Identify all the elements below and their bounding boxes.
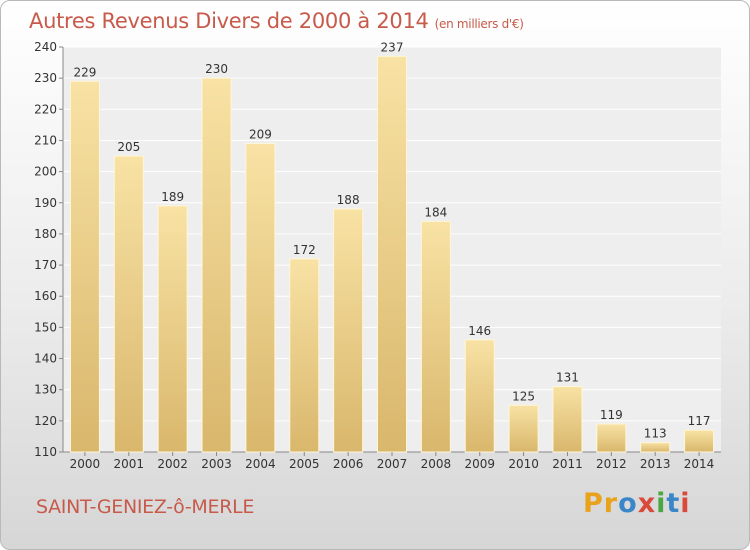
chart-unit: (en milliers d'€) [434, 17, 524, 31]
bar-2001 [113, 155, 144, 453]
y-tick-label: 130 [34, 383, 57, 397]
bar-2007 [377, 55, 407, 453]
y-tick-label: 230 [34, 71, 57, 85]
bar-2013 [640, 442, 671, 453]
y-tick-label: 120 [34, 414, 57, 428]
y-tick-label: 210 [34, 133, 57, 147]
x-tick-label-2003: 2003 [201, 457, 232, 471]
x-tick-label-2001: 2001 [114, 457, 145, 471]
bar-2005 [289, 258, 320, 453]
x-tick-label-2002: 2002 [157, 457, 188, 471]
data-label-2006: 188 [337, 193, 360, 207]
data-label-2009: 146 [468, 324, 491, 338]
data-label-2007: 237 [381, 40, 404, 54]
bar-2004 [245, 143, 276, 453]
y-tick-label: 180 [34, 227, 57, 241]
y-tick-label: 150 [34, 320, 57, 334]
bar-2011 [552, 386, 583, 453]
x-tick-label-2004: 2004 [245, 457, 276, 471]
logo-letter: i [656, 488, 667, 519]
y-tick-label: 200 [34, 165, 57, 179]
bar-2000 [69, 80, 100, 453]
data-label-2003: 230 [205, 62, 228, 76]
logo-letter: P [583, 488, 604, 519]
location-name: SAINT-GENIEZ-ô-MERLE [36, 496, 255, 518]
x-tick-label-2009: 2009 [464, 457, 495, 471]
data-label-2013: 113 [644, 427, 667, 441]
logo-letter: i [680, 488, 691, 519]
logo-letter: t [666, 488, 681, 519]
bar-2009 [464, 339, 495, 453]
data-label-2012: 119 [600, 408, 623, 422]
x-tick-label-2014: 2014 [684, 457, 715, 471]
x-tick-label-2012: 2012 [596, 457, 627, 471]
y-tick-label: 140 [34, 352, 57, 366]
bar-2003 [201, 77, 232, 453]
bar-2006 [333, 208, 364, 453]
bar-2012 [596, 423, 627, 453]
logo-letter: o [618, 488, 638, 519]
x-tick-label-2005: 2005 [289, 457, 320, 471]
data-label-2011: 131 [556, 371, 579, 385]
bar-2008 [420, 220, 451, 453]
data-label-2002: 189 [161, 190, 184, 204]
x-tick-label-2013: 2013 [640, 457, 671, 471]
chart-title: Autres Revenus Divers de 2000 à 2014 (en … [29, 9, 524, 33]
y-tick-label: 170 [34, 258, 57, 272]
x-tick-label-2008: 2008 [421, 457, 452, 471]
x-tick-label-2000: 2000 [70, 457, 101, 471]
bar-2010 [508, 404, 539, 453]
y-tick-label: 240 [34, 40, 57, 54]
x-tick-label-2007: 2007 [377, 457, 408, 471]
bar-2014 [684, 429, 715, 453]
chart-title-text: Autres Revenus Divers de 2000 à 2014 [29, 9, 429, 33]
y-tick-label: 190 [34, 196, 57, 210]
bar-2002 [157, 205, 188, 453]
proxiti-logo: Proxiti [583, 488, 691, 519]
data-label-2001: 205 [117, 140, 140, 154]
data-label-2000: 229 [73, 65, 96, 79]
x-tick-label-2011: 2011 [552, 457, 583, 471]
data-label-2005: 172 [293, 243, 316, 257]
y-tick-label: 110 [34, 445, 57, 459]
y-tick-label: 220 [34, 102, 57, 116]
x-tick-label-2010: 2010 [508, 457, 539, 471]
data-label-2004: 209 [249, 128, 272, 142]
data-label-2014: 117 [688, 414, 711, 428]
logo-letter: x [637, 488, 657, 519]
data-label-2008: 184 [424, 205, 447, 219]
logo-letter: r [603, 488, 619, 519]
data-label-2010: 125 [512, 389, 535, 403]
x-tick-label-2006: 2006 [333, 457, 364, 471]
y-tick-label: 160 [34, 289, 57, 303]
